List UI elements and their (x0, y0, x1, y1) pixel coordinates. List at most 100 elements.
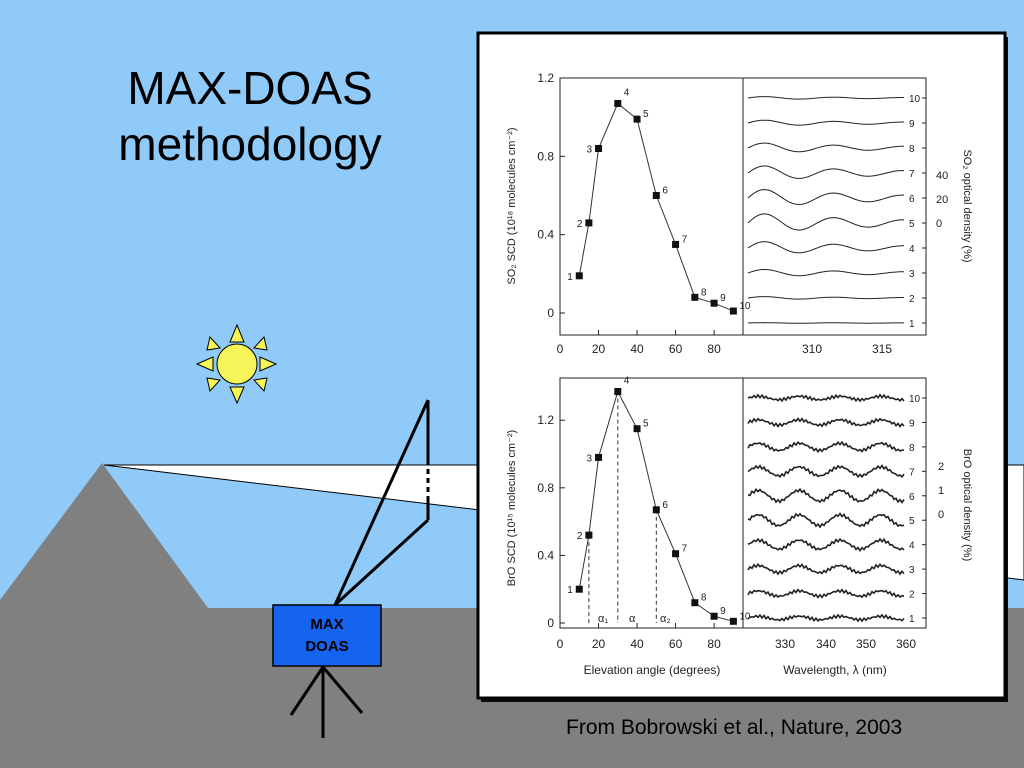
x-tick-label: 60 (669, 342, 683, 356)
point-label: 2 (577, 531, 583, 542)
point-label: 10 (739, 301, 751, 312)
so2-wl-tick-315: 315 (872, 342, 892, 356)
so2-ylabel: SO₂ SCD (10¹⁸ molecules cm⁻²) (506, 127, 518, 284)
point-label: 7 (682, 544, 688, 555)
point-label: 6 (662, 500, 668, 511)
spectrum-label: 8 (909, 144, 915, 155)
data-point (691, 599, 699, 607)
volcano-shape (0, 463, 208, 608)
x-tick-label: 20 (592, 342, 606, 356)
so2-od-tick-20: 20 (936, 194, 948, 206)
data-point (614, 388, 622, 396)
bro-right-label: BrO optical density (%) (961, 449, 973, 561)
bro-od-tick-2: 2 (938, 461, 944, 473)
bro-spectra: 10 9 8 7 6 5 4 3 2 1 (747, 393, 926, 625)
y-tick-label: 1.2 (537, 71, 554, 85)
data-point (652, 506, 660, 514)
title-line2: methodology (118, 118, 382, 170)
data-point (633, 425, 641, 433)
point-label: 8 (701, 287, 707, 298)
spectrum-trace (747, 96, 904, 100)
spectrum-label: 5 (909, 516, 915, 527)
instrument-box (272, 604, 382, 667)
data-point (633, 115, 641, 123)
spectrum-label: 9 (909, 119, 915, 130)
instrument-label-line2: DOAS (305, 638, 348, 655)
point-label: 5 (643, 419, 649, 430)
spectrum-trace (747, 165, 904, 179)
point-label: 10 (739, 611, 751, 622)
data-point (691, 293, 699, 301)
y-tick-label: 0.8 (537, 481, 554, 495)
bro-wl-tick-360: 360 (896, 637, 916, 651)
point-label: 5 (643, 109, 649, 120)
data-point (595, 145, 603, 152)
spectrum-trace (747, 512, 905, 529)
spectrum-label: 7 (909, 169, 915, 180)
x-tick-label: 0 (557, 342, 564, 356)
spectrum-label: 1 (909, 614, 915, 625)
spectrum-label: 5 (909, 219, 915, 230)
spectrum-trace (747, 322, 904, 324)
spectrum-label: 3 (909, 269, 915, 280)
data-point (575, 272, 583, 280)
instrument-label-line1: MAX (310, 616, 343, 633)
so2-od-tick-40: 40 (936, 170, 948, 182)
spectrum-trace (747, 213, 905, 231)
y-tick-label: 0 (547, 306, 554, 320)
bro-xlabel: Elevation angle (degrees) (584, 663, 721, 677)
tripod-icon (289, 666, 364, 738)
point-label: 6 (662, 186, 668, 197)
spectrum-label: 7 (909, 467, 915, 478)
point-label: 3 (587, 145, 593, 156)
spectrum-trace (747, 393, 905, 403)
data-point (729, 617, 737, 625)
alpha-label: α (629, 613, 636, 625)
bro-wl-label: Wavelength, λ (nm) (783, 663, 887, 677)
so2-spectra: 10 9 8 7 6 5 4 3 2 1 (747, 94, 926, 330)
bro-od-tick-0: 0 (938, 509, 944, 521)
data-point (575, 585, 583, 593)
spectrum-trace (747, 613, 905, 623)
spectrum-trace (747, 440, 905, 454)
spectrum-label: 9 (909, 418, 915, 429)
spectrum-label: 3 (909, 565, 915, 576)
spectrum-label: 2 (909, 294, 915, 305)
data-point (652, 192, 660, 199)
x-tick-label: 60 (669, 637, 683, 651)
x-tick-label: 40 (630, 342, 644, 356)
spectrum-label: 1 (909, 319, 915, 330)
point-label: 2 (577, 219, 583, 230)
spectrum-label: 6 (909, 194, 915, 205)
spectrum-trace (747, 537, 905, 553)
data-point (672, 240, 680, 248)
spectrum-trace (747, 269, 904, 277)
sun-icon (195, 323, 278, 405)
bro-wl-tick-350: 350 (856, 637, 876, 651)
spectrum-label: 10 (909, 394, 921, 405)
series-line (578, 102, 734, 312)
data-point (729, 307, 737, 315)
spectrum-trace (747, 562, 905, 576)
spectrum-trace (747, 241, 904, 254)
point-label: 1 (567, 272, 573, 283)
so2-wl-tick-310: 310 (802, 342, 822, 356)
point-label: 3 (587, 453, 593, 464)
bro-ylabel: BrO SCD (10¹⁵ molecules cm⁻²) (506, 430, 518, 586)
so2-right-label: SO₂ optical density (%) (961, 149, 973, 262)
spectrum-label: 4 (909, 244, 915, 255)
telescope-view-cone (333, 399, 430, 607)
spectrum-label: 6 (909, 492, 915, 503)
spectrum-trace (747, 417, 905, 428)
spectrum-trace (747, 487, 905, 504)
x-tick-label: 80 (707, 637, 721, 651)
bro-wl-tick-340: 340 (816, 637, 836, 651)
point-label: 9 (720, 293, 726, 304)
x-tick-label: 80 (707, 342, 721, 356)
data-point (585, 219, 593, 227)
y-tick-label: 0.8 (537, 149, 554, 163)
data-point (710, 612, 718, 620)
y-tick-label: 1.2 (537, 413, 554, 427)
data-point (595, 453, 603, 461)
